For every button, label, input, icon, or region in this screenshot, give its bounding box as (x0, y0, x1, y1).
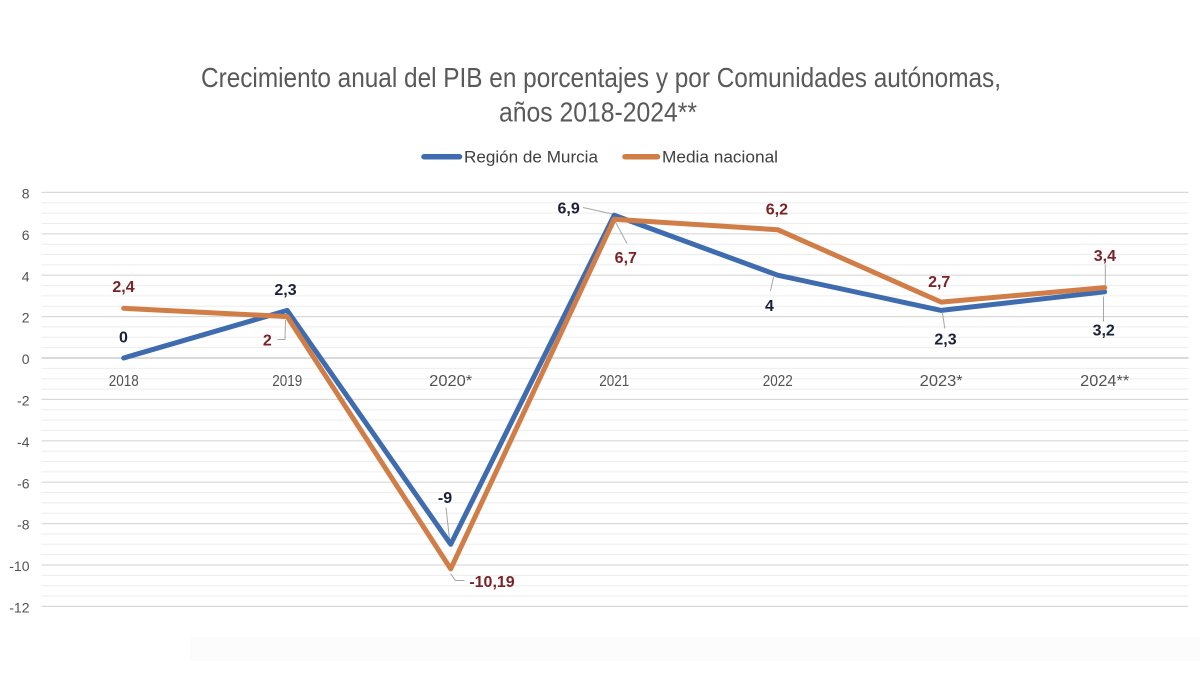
svg-text:-2: -2 (17, 393, 30, 409)
svg-text:-12: -12 (9, 600, 29, 616)
svg-text:2: 2 (263, 333, 272, 350)
svg-text:0: 0 (119, 330, 128, 347)
svg-text:-9: -9 (438, 490, 452, 507)
svg-text:-10,19: -10,19 (469, 574, 514, 591)
svg-text:2022: 2022 (763, 373, 793, 390)
svg-text:2,3: 2,3 (934, 332, 956, 349)
svg-text:6: 6 (22, 227, 30, 243)
svg-text:Región de Murcia: Región de Murcia (464, 148, 599, 167)
svg-text:2019: 2019 (272, 373, 302, 390)
svg-text:-4: -4 (17, 434, 30, 450)
svg-text:6,7: 6,7 (615, 250, 637, 267)
svg-text:-10: -10 (9, 558, 29, 574)
svg-text:4: 4 (765, 298, 774, 315)
svg-text:2023*: 2023* (920, 373, 963, 390)
svg-text:Crecimiento anual del PIB en p: Crecimiento anual del PIB en porcentajes… (201, 62, 1001, 93)
svg-text:2020*: 2020* (429, 373, 472, 390)
svg-text:3,2: 3,2 (1093, 322, 1115, 339)
svg-text:3,4: 3,4 (1094, 248, 1116, 265)
svg-text:2: 2 (22, 310, 30, 326)
svg-text:2,4: 2,4 (112, 279, 134, 296)
svg-text:2,7: 2,7 (928, 274, 950, 291)
svg-text:-6: -6 (17, 475, 30, 491)
svg-text:6,2: 6,2 (766, 202, 788, 219)
svg-text:0: 0 (22, 351, 30, 367)
svg-text:2024**: 2024** (1080, 373, 1129, 390)
svg-text:2018: 2018 (109, 373, 139, 390)
svg-text:años 2018-2024**: años 2018-2024** (499, 96, 697, 127)
svg-text:4: 4 (22, 268, 30, 284)
svg-text:Media nacional: Media nacional (662, 148, 778, 167)
svg-text:6,9: 6,9 (557, 201, 579, 218)
svg-text:8: 8 (22, 186, 30, 202)
svg-text:-8: -8 (17, 517, 30, 533)
svg-text:2021: 2021 (599, 373, 629, 390)
svg-text:2,3: 2,3 (274, 282, 296, 299)
